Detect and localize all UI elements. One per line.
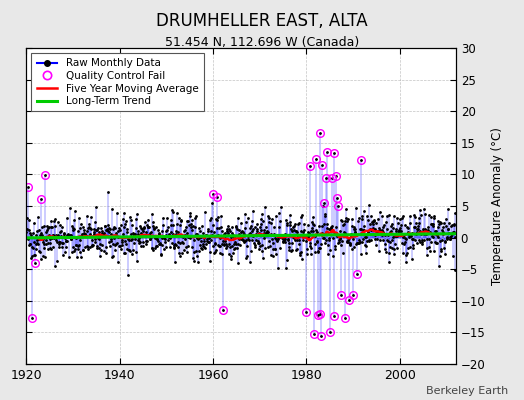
Text: Berkeley Earth: Berkeley Earth xyxy=(426,386,508,396)
Text: 51.454 N, 112.696 W (Canada): 51.454 N, 112.696 W (Canada) xyxy=(165,36,359,49)
Text: DRUMHELLER EAST, ALTA: DRUMHELLER EAST, ALTA xyxy=(156,12,368,30)
Y-axis label: Temperature Anomaly (°C): Temperature Anomaly (°C) xyxy=(491,127,504,285)
Legend: Raw Monthly Data, Quality Control Fail, Five Year Moving Average, Long-Term Tren: Raw Monthly Data, Quality Control Fail, … xyxy=(31,53,204,112)
